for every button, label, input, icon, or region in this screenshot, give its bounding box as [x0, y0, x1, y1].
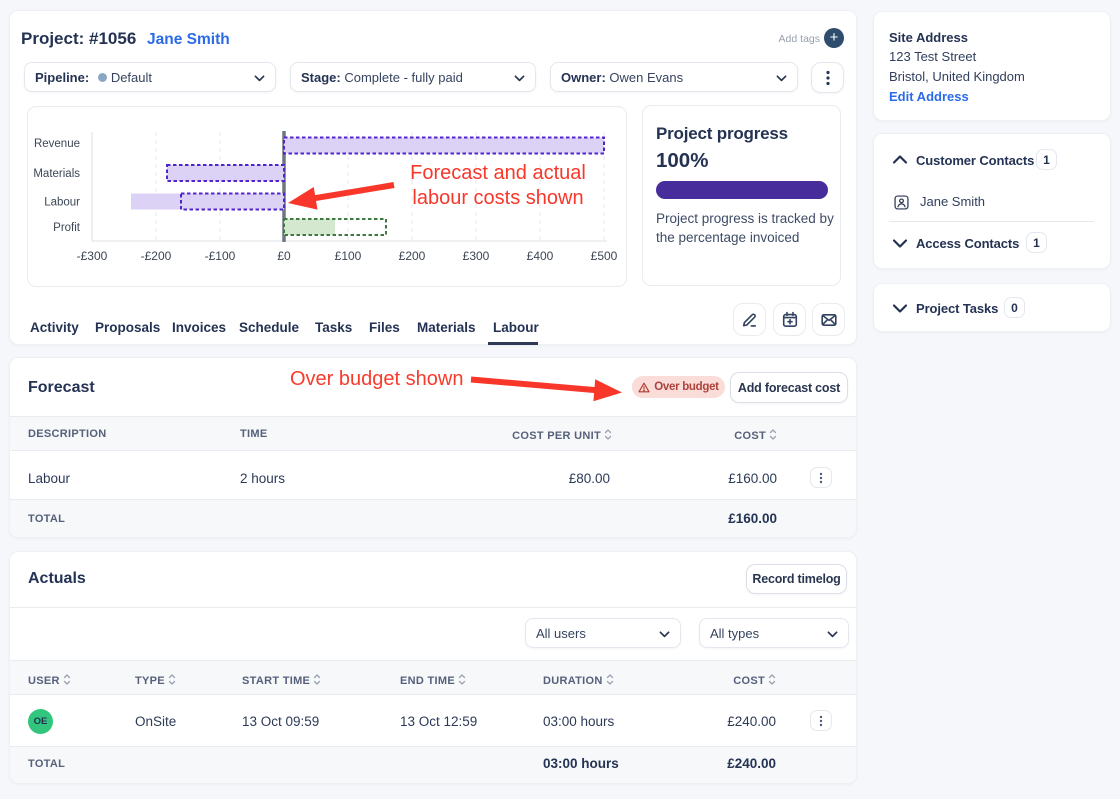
- svg-text:£500: £500: [591, 249, 618, 263]
- svg-text:labour costs shown: labour costs shown: [412, 187, 583, 209]
- svg-text:Revenue: Revenue: [34, 138, 80, 150]
- svg-text:-£300: -£300: [77, 249, 108, 263]
- svg-text:£100: £100: [335, 249, 362, 263]
- svg-text:Forecast and actual: Forecast and actual: [410, 162, 586, 184]
- svg-text:£400: £400: [527, 249, 554, 263]
- svg-text:£200: £200: [399, 249, 426, 263]
- svg-text:-£100: -£100: [205, 249, 236, 263]
- svg-text:Materials: Materials: [33, 168, 80, 180]
- svg-text:£300: £300: [463, 249, 490, 263]
- svg-text:Profit: Profit: [53, 222, 81, 234]
- svg-text:£0: £0: [277, 249, 291, 263]
- svg-text:Labour: Labour: [44, 197, 80, 209]
- svg-text:-£200: -£200: [141, 249, 172, 263]
